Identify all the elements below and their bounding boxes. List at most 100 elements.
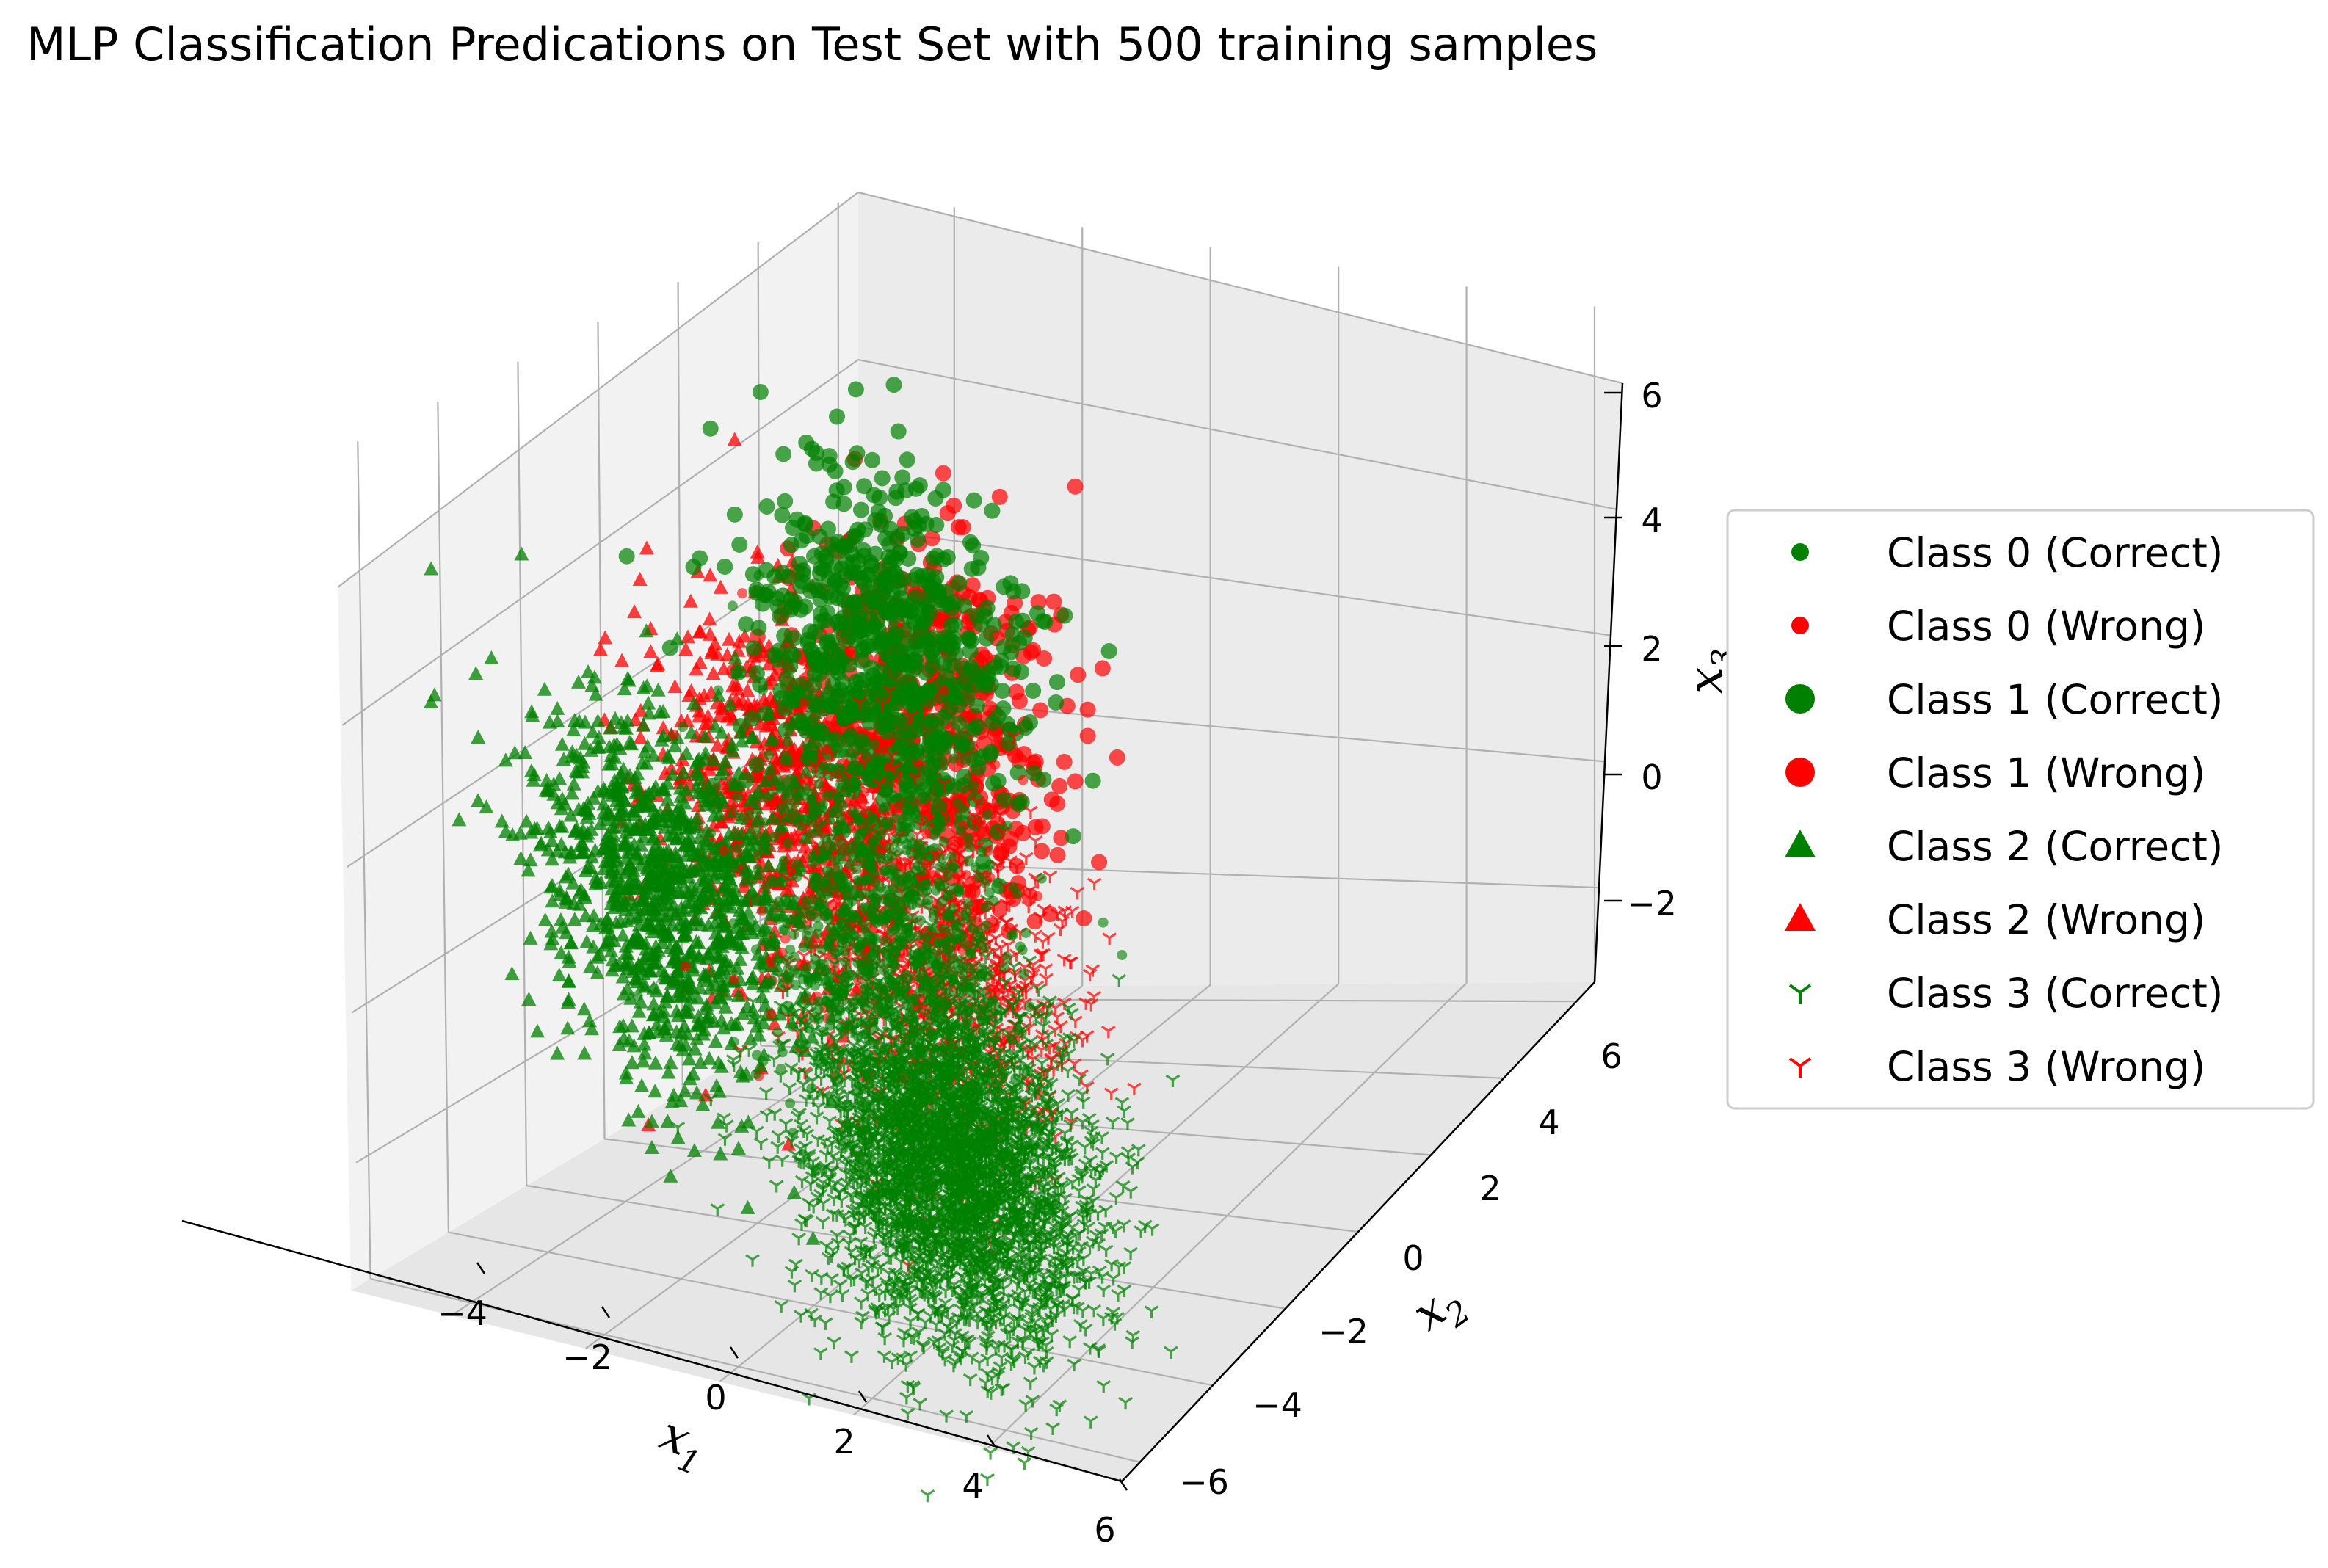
data-point	[754, 595, 771, 612]
data-point	[806, 815, 817, 826]
data-point	[679, 745, 695, 760]
data-point	[752, 849, 763, 860]
data-point	[468, 666, 484, 680]
data-point	[1098, 917, 1109, 928]
data-point	[659, 1017, 675, 1031]
data-point	[901, 845, 912, 856]
data-point	[586, 939, 601, 954]
data-point	[619, 850, 634, 865]
data-point	[725, 742, 740, 757]
data-point	[907, 653, 924, 669]
data-point	[561, 973, 576, 988]
data-point	[753, 570, 764, 581]
data-point	[683, 943, 699, 958]
data-point	[565, 749, 580, 763]
data-point	[637, 744, 653, 759]
data-point	[553, 887, 568, 901]
data-point	[1049, 846, 1066, 863]
data-point	[882, 885, 893, 896]
data-point	[937, 896, 948, 907]
data-point	[785, 944, 796, 955]
data-point	[962, 658, 979, 675]
data-point	[558, 869, 573, 884]
data-point	[1026, 913, 1043, 930]
data-point	[713, 579, 728, 594]
data-point	[644, 1114, 659, 1128]
data-point	[612, 1037, 627, 1052]
grid-line-z	[341, 358, 1617, 726]
data-point	[713, 685, 724, 696]
data-point	[782, 736, 793, 747]
data-point	[479, 799, 494, 814]
data-point	[584, 678, 600, 692]
data-point	[821, 448, 838, 465]
data-point	[841, 622, 857, 639]
data-point	[734, 733, 750, 748]
data-point	[799, 764, 814, 779]
data-point	[935, 881, 946, 892]
data-point	[680, 1026, 695, 1041]
data-point	[885, 377, 902, 393]
data-point	[1084, 772, 1101, 789]
data-point	[953, 919, 964, 930]
data-point	[783, 838, 794, 849]
data-point	[890, 813, 901, 824]
data-point	[730, 1016, 745, 1031]
data-point	[902, 823, 913, 834]
data-point	[751, 1027, 766, 1042]
data-point	[954, 883, 965, 894]
data-point	[852, 501, 869, 518]
data-point	[678, 642, 694, 656]
data-point	[639, 755, 654, 770]
data-point	[753, 830, 764, 841]
data-point	[757, 705, 774, 722]
data-point	[718, 986, 733, 1001]
data-point	[758, 817, 769, 828]
data-point	[774, 565, 791, 581]
data-point	[704, 777, 721, 794]
data-point	[648, 854, 663, 869]
data-point	[1070, 667, 1087, 683]
data-point	[888, 483, 905, 500]
data-point	[692, 550, 708, 567]
data-point	[579, 934, 595, 948]
data-point	[835, 780, 846, 791]
data-point	[550, 700, 565, 715]
data-point	[725, 885, 736, 896]
data-point	[576, 1001, 592, 1016]
data-point	[728, 1037, 739, 1048]
data-point	[646, 996, 661, 1011]
data-point	[612, 957, 627, 971]
data-point	[973, 872, 984, 883]
data-point	[745, 969, 761, 984]
data-point	[681, 997, 696, 1012]
data-point	[948, 953, 959, 964]
data-point	[684, 879, 700, 893]
data-point	[641, 695, 656, 710]
data-point	[722, 871, 737, 886]
data-point	[846, 847, 857, 858]
data-point	[869, 739, 880, 750]
data-point	[705, 863, 720, 878]
data-point	[873, 636, 884, 647]
data-point	[827, 574, 844, 591]
data-point	[577, 890, 592, 904]
data-point	[656, 720, 671, 735]
data-point	[686, 695, 702, 710]
data-point	[577, 736, 592, 750]
data-point	[702, 420, 719, 437]
data-point	[686, 863, 702, 878]
data-point	[1043, 791, 1060, 808]
data-point	[617, 893, 632, 908]
data-point	[750, 892, 761, 903]
data-point	[683, 683, 699, 697]
data-point	[919, 683, 936, 700]
data-point	[632, 990, 643, 1001]
data-point	[1025, 683, 1042, 700]
data-point	[857, 902, 869, 913]
data-point	[1032, 702, 1049, 719]
data-point	[720, 784, 736, 799]
data-point	[867, 965, 878, 976]
data-point	[946, 497, 962, 514]
back-pane-yz	[858, 192, 1622, 987]
